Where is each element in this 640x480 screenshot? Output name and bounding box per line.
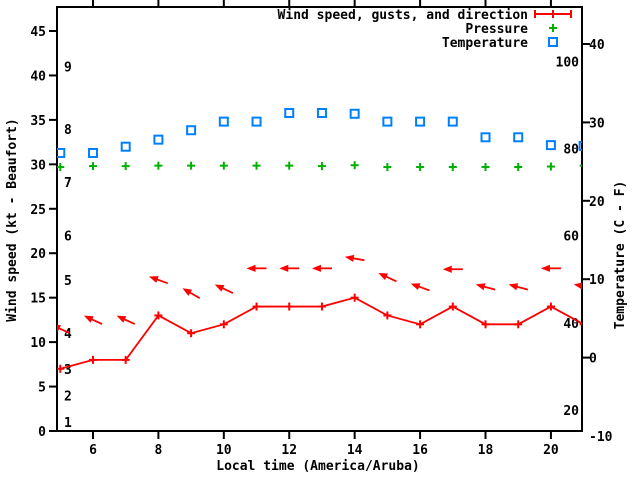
kt-tick-label: 5	[38, 381, 46, 396]
temperature-points	[57, 107, 582, 158]
beaufort-inner-label: 3	[64, 363, 72, 378]
celsius-tick-label: -10	[589, 430, 613, 445]
plot-area	[57, 107, 582, 373]
x-tick-label: 8	[154, 443, 162, 458]
wind-speed-points	[57, 293, 582, 373]
gust-arrow-icon	[279, 264, 300, 272]
fahrenheit-inner-label: 80	[563, 143, 579, 158]
gust-arrow-icon	[475, 283, 496, 291]
legend-label: Pressure	[465, 22, 528, 37]
pressure-points	[57, 161, 582, 171]
beaufort-inner-label: 8	[64, 123, 72, 138]
kt-tick-label: 40	[30, 69, 46, 84]
kt-tick-label: 30	[30, 158, 46, 173]
gust-arrow-icon	[246, 264, 267, 272]
beaufort-inner-label: 2	[64, 389, 72, 404]
celsius-tick-label: 40	[589, 38, 605, 53]
celsius-tick-label: 0	[589, 352, 597, 367]
gust-arrow-icon	[540, 264, 561, 272]
fahrenheit-inner-label: 20	[563, 404, 579, 419]
legend-label: Temperature	[442, 36, 528, 51]
x-tick-label: 16	[412, 443, 428, 458]
beaufort-inner-label: 4	[64, 327, 72, 342]
gust-arrow-icon	[116, 315, 136, 325]
x-tick-label: 14	[347, 443, 363, 458]
x-axis-title: Local time (America/Aruba)	[216, 459, 420, 474]
gust-arrow-icon	[149, 276, 169, 285]
gust-arrow-icon	[344, 254, 365, 262]
beaufort-inner-label: 1	[64, 416, 72, 431]
kt-tick-label: 45	[30, 25, 46, 40]
beaufort-inner-label: 9	[64, 61, 72, 76]
gust-arrow-icon	[182, 288, 201, 300]
axis-ticks	[49, 0, 590, 439]
gust-arrow-icon	[378, 272, 397, 283]
celsius-tick-label: 30	[589, 116, 605, 131]
kt-tick-label: 20	[30, 247, 46, 262]
x-tick-label: 12	[281, 443, 297, 458]
kt-tick-label: 35	[30, 114, 46, 129]
x-tick-label: 18	[478, 443, 494, 458]
gust-arrow-icon	[442, 265, 463, 273]
x-tick-label: 20	[543, 443, 559, 458]
kt-tick-label: 25	[30, 203, 46, 218]
gust-arrow-icon	[214, 284, 234, 294]
gust-arrow-icon	[410, 283, 430, 292]
y2-axis-title: Temperature (C - F)	[613, 181, 628, 330]
kt-tick-label: 15	[30, 292, 46, 307]
beaufort-inner-label: 5	[64, 274, 72, 289]
fahrenheit-inner-label: 60	[563, 230, 579, 245]
beaufort-inner-label: 7	[64, 176, 72, 191]
kt-tick-label: 10	[30, 336, 46, 351]
x-tick-label: 6	[89, 443, 97, 458]
beaufort-inner-label: 6	[64, 229, 72, 244]
gust-arrow-icon	[573, 282, 582, 290]
fahrenheit-inner-label: 100	[556, 55, 580, 70]
gust-arrow-icon	[311, 264, 332, 272]
plot-border	[56, 6, 583, 432]
gust-arrow-icon	[83, 315, 103, 325]
fahrenheit-inner-label: 40	[563, 317, 579, 332]
legend-label: Wind speed, gusts, and direction	[278, 8, 528, 23]
y-axis-title: Wind speed (kt - Beaufort)	[5, 118, 20, 322]
gust-arrow-icon	[508, 283, 529, 291]
celsius-tick-label: 10	[589, 273, 605, 288]
kt-tick-label: 0	[38, 425, 46, 440]
gust-direction-arrows	[57, 254, 582, 334]
celsius-tick-label: 20	[589, 195, 605, 210]
x-tick-label: 10	[216, 443, 232, 458]
legend: Wind speed, gusts, and directionPressure…	[278, 8, 572, 51]
gust-arrow-icon	[57, 324, 70, 334]
